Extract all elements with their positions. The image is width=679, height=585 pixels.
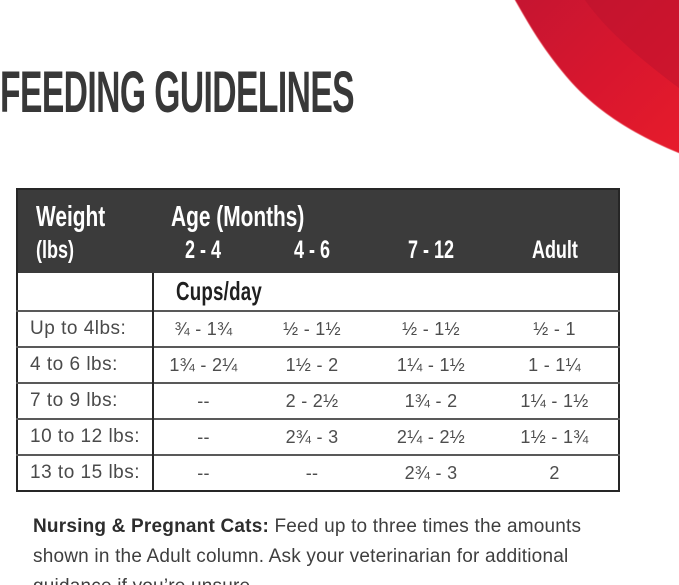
row-label: 7 to 9 lbs:	[17, 382, 154, 419]
cell: 1¼ - 1½	[371, 346, 491, 383]
cell: 1½ - 1¾	[491, 418, 619, 455]
row-label: 10 to 12 lbs:	[17, 418, 154, 455]
cell: --	[153, 418, 253, 455]
cell: 1¼ - 1½	[491, 382, 619, 419]
cell: ¾ - 1¾	[153, 310, 253, 347]
cell: 1¾ - 2¼	[153, 346, 253, 383]
column-header-lbs: (lbs)	[17, 235, 153, 273]
cell: 2	[491, 454, 619, 491]
cell: ½ - 1½	[371, 310, 491, 347]
unit-row-empty-cell	[17, 273, 154, 311]
footnote: Nursing & Pregnant Cats: Feed up to thre…	[33, 512, 611, 585]
table-row: 7 to 9 lbs: -- 2 - 2½ 1¾ - 2 1¼ - 1½	[17, 382, 619, 419]
header-row-groups: Weight Age (Months)	[17, 189, 619, 235]
cell: 1½ - 2	[253, 346, 371, 383]
cell: --	[153, 454, 253, 491]
row-label: Up to 4lbs:	[17, 310, 154, 347]
footnote-lead: Nursing & Pregnant Cats:	[33, 516, 269, 537]
row-label: 13 to 15 lbs:	[17, 454, 154, 491]
cell: 2¾ - 3	[253, 418, 371, 455]
feeding-guidelines-table: Weight Age (Months) (lbs) 2 - 4 4 - 6 7 …	[16, 188, 620, 492]
table-row: Up to 4lbs: ¾ - 1¾ ½ - 1½ ½ - 1½ ½ - 1	[17, 310, 619, 347]
unit-row: Cups/day	[17, 273, 619, 311]
page-title: FEEDING GUIDELINES	[0, 64, 610, 122]
cell: --	[153, 382, 253, 419]
table-row: 4 to 6 lbs: 1¾ - 2¼ 1½ - 2 1¼ - 1½ 1 - 1…	[17, 346, 619, 383]
row-label: 4 to 6 lbs:	[17, 346, 154, 383]
table-body: Cups/day Up to 4lbs: ¾ - 1¾ ½ - 1½ ½ - 1…	[17, 273, 619, 491]
column-header-4-6: 4 - 6	[253, 235, 371, 273]
cell: 1¾ - 2	[371, 382, 491, 419]
column-header-7-12: 7 - 12	[371, 235, 491, 273]
column-header-adult: Adult	[491, 235, 619, 273]
column-header-weight: Weight	[17, 189, 153, 235]
column-header-2-4: 2 - 4	[153, 235, 253, 273]
table-row: 10 to 12 lbs: -- 2¾ - 3 2¼ - 2½ 1½ - 1¾	[17, 418, 619, 455]
cell: 2¾ - 3	[371, 454, 491, 491]
table-header: Weight Age (Months) (lbs) 2 - 4 4 - 6 7 …	[17, 189, 619, 273]
cell: ½ - 1	[491, 310, 619, 347]
table-row: 13 to 15 lbs: -- -- 2¾ - 3 2	[17, 454, 619, 491]
cell: 2 - 2½	[253, 382, 371, 419]
unit-label-cell: Cups/day	[176, 276, 262, 306]
page-title-text: FEEDING GUIDELINES	[0, 60, 355, 125]
header-row-periods: (lbs) 2 - 4 4 - 6 7 - 12 Adult	[17, 235, 619, 273]
footnote-text: Feed up to three times the amounts shown…	[33, 516, 582, 585]
cell: 1 - 1¼	[491, 346, 619, 383]
cell: 2¼ - 2½	[371, 418, 491, 455]
cell: --	[253, 454, 371, 491]
cell: ½ - 1½	[253, 310, 371, 347]
column-header-age-months: Age (Months)	[153, 189, 619, 235]
